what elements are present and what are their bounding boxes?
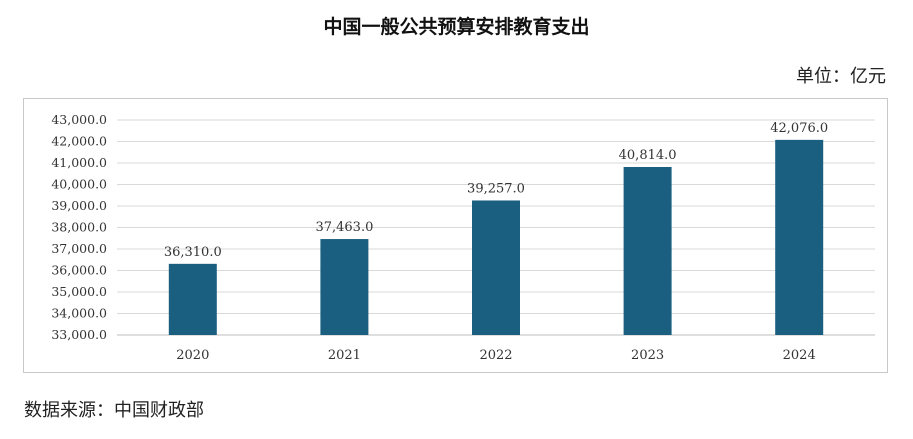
data-label: 40,814.0 xyxy=(619,148,677,163)
data-label: 37,463.0 xyxy=(315,220,373,235)
y-tick-label: 34,000.0 xyxy=(51,306,107,321)
bar xyxy=(775,139,824,335)
bar xyxy=(472,200,520,335)
y-tick-label: 42,000.0 xyxy=(51,134,107,149)
data-label: 36,310.0 xyxy=(164,245,222,260)
x-tick-label: 2024 xyxy=(783,348,816,363)
bar xyxy=(320,239,369,335)
x-tick-label: 2022 xyxy=(479,348,512,363)
bar xyxy=(168,263,217,335)
x-tick-label: 2023 xyxy=(631,348,664,363)
y-tick-label: 33,000.0 xyxy=(51,327,107,342)
source-label: 数据来源：中国财政部 xyxy=(24,400,204,421)
y-tick-label: 39,000.0 xyxy=(51,198,107,213)
data-label: 39,257.0 xyxy=(467,181,525,196)
y-tick-label: 40,000.0 xyxy=(51,177,107,192)
y-tick-label: 41,000.0 xyxy=(51,155,107,170)
chart-area: 33,000.0 34,000.0 35,000.0 36,000.0 37,000.0… xyxy=(23,98,888,373)
x-tick-label: 2020 xyxy=(176,348,209,363)
y-tick-label: 36,000.0 xyxy=(51,263,107,278)
y-tick-label: 43,000.0 xyxy=(51,112,107,127)
unit-label: 单位：亿元 xyxy=(796,66,886,87)
chart-title: 中国一般公共预算安排教育支出 xyxy=(323,16,590,38)
y-tick-label: 35,000.0 xyxy=(51,284,107,299)
data-label: 42,076.0 xyxy=(770,121,828,136)
x-tick-label: 2021 xyxy=(328,348,361,363)
bar xyxy=(623,166,672,335)
y-tick-label: 37,000.0 xyxy=(51,241,107,256)
y-tick-label: 38,000.0 xyxy=(51,220,107,235)
bar-chart: 33,000.0 34,000.0 35,000.0 36,000.0 37,000.0… xyxy=(51,112,875,363)
